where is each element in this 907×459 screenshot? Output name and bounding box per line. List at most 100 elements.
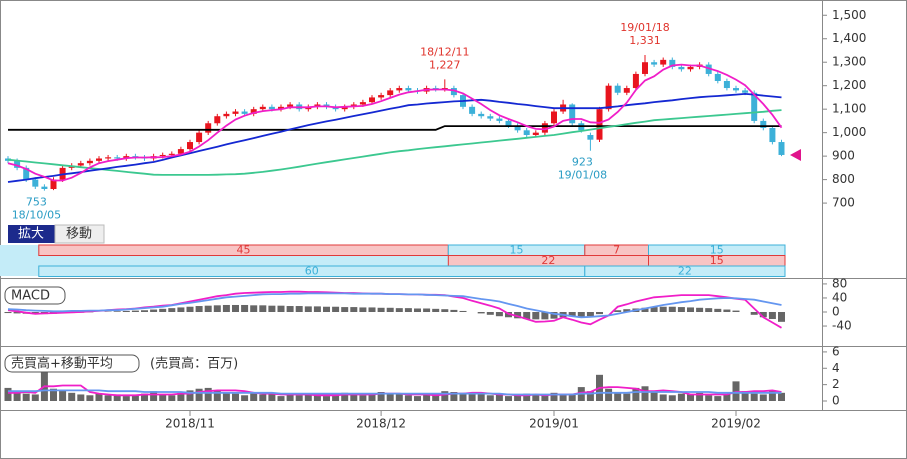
candle-body [605, 85, 612, 110]
period-label: 15 [510, 244, 524, 257]
candle-body [14, 160, 21, 168]
panel-title-box [4, 286, 66, 305]
move-button-label[interactable]: 移動 [66, 227, 92, 242]
candle-body [678, 66, 685, 70]
macd-histogram-bar [177, 307, 185, 312]
candle-body [159, 154, 166, 157]
candle-body [532, 132, 539, 135]
annotation-value: 753 [26, 196, 47, 209]
volume-bar [559, 394, 567, 401]
volume-bar [759, 394, 767, 401]
annotation-value: 1,227 [429, 58, 461, 71]
macd-histogram-bar [241, 304, 249, 312]
volume-bar [68, 392, 76, 401]
y-tick-label: 1,000 [832, 125, 866, 139]
candle-body [505, 120, 512, 126]
macd-histogram-bar [168, 308, 176, 312]
macd-histogram-bar [13, 312, 21, 314]
candle-body [723, 81, 730, 89]
candle-body [196, 132, 203, 143]
volume-bar [514, 395, 522, 401]
volume-bar [295, 395, 303, 401]
volume-bar [468, 393, 476, 401]
zoom-button[interactable] [8, 225, 55, 243]
macd-histogram-bar [650, 307, 658, 312]
volume-bar [304, 393, 312, 401]
period-label: 15 [710, 254, 724, 267]
candle-body [596, 109, 603, 140]
macd-histogram-bar [304, 306, 312, 312]
annotation-value: 1,331 [629, 34, 661, 47]
volume-bar [668, 395, 676, 401]
move-button[interactable] [54, 224, 105, 244]
candle-body [396, 88, 403, 91]
volume-bar [614, 392, 622, 401]
macd-histogram-bar [459, 310, 467, 312]
candle-body [733, 88, 739, 91]
volume-bar [768, 390, 776, 401]
volume-bar [104, 395, 112, 401]
volume-bar [113, 394, 121, 401]
candle-body [405, 88, 412, 91]
candle-body [341, 106, 348, 110]
macd-histogram-bar [705, 308, 713, 312]
candle-body [205, 123, 212, 133]
panel-title: MACD [11, 289, 50, 304]
candle-body [551, 111, 557, 124]
candle-body [241, 111, 248, 114]
macd-histogram-bar [750, 312, 758, 315]
volume-bar [750, 393, 758, 401]
period-label: 22 [678, 265, 692, 278]
y-tick-label: 40 [832, 290, 847, 304]
zoom-button-label[interactable]: 拡大 [18, 227, 44, 242]
candle-body [541, 123, 548, 133]
macd-histogram-bar [414, 308, 421, 312]
volume-bar [632, 387, 640, 401]
candle-body [478, 113, 485, 117]
volume-bar [131, 395, 139, 401]
volume-bar [395, 394, 403, 401]
candle-body [632, 73, 639, 89]
volume-bar [31, 394, 39, 401]
candle-body [50, 179, 57, 189]
macd-histogram-bar [350, 307, 358, 312]
candle-body [642, 62, 648, 74]
volume-bar [359, 395, 367, 401]
macd-histogram-bar [404, 308, 412, 312]
volume-bar [586, 391, 594, 401]
y-tick-label: 0 [832, 305, 840, 319]
macd-histogram-bar [4, 312, 12, 314]
candle-body [623, 88, 630, 93]
volume-bar [386, 393, 394, 401]
macd-histogram-bar [523, 312, 531, 320]
candle-body [359, 102, 366, 105]
macd-histogram-bar [395, 308, 403, 312]
candle-body [523, 130, 530, 135]
x-tick-label: 2018/11 [165, 417, 215, 431]
y-tick-label: 900 [832, 149, 855, 163]
macd-histogram-bar [377, 307, 385, 312]
macd-histogram-bar [113, 311, 121, 312]
volume-bar [323, 396, 330, 401]
volume-bar [50, 388, 57, 401]
volume-bar [650, 391, 658, 401]
candle-body [77, 163, 84, 166]
candle-body [369, 97, 375, 103]
macd-histogram-bar [159, 308, 167, 312]
macd-histogram-bar [323, 306, 330, 312]
candle-body [378, 95, 385, 98]
volume-bar [232, 393, 239, 401]
y-tick-label: 1,500 [832, 8, 866, 22]
volume-bar [368, 394, 376, 401]
candle-body [660, 59, 667, 65]
volume-bar [441, 391, 449, 401]
candle-body [760, 120, 767, 128]
candle-body [250, 109, 257, 114]
volume-bar [277, 396, 285, 401]
volume-bar [250, 392, 258, 401]
volume-bar [687, 394, 694, 401]
candle-body [223, 113, 230, 117]
volume-bar [705, 395, 713, 401]
macd-histogram-bar [332, 306, 340, 312]
candle-body [5, 158, 11, 161]
